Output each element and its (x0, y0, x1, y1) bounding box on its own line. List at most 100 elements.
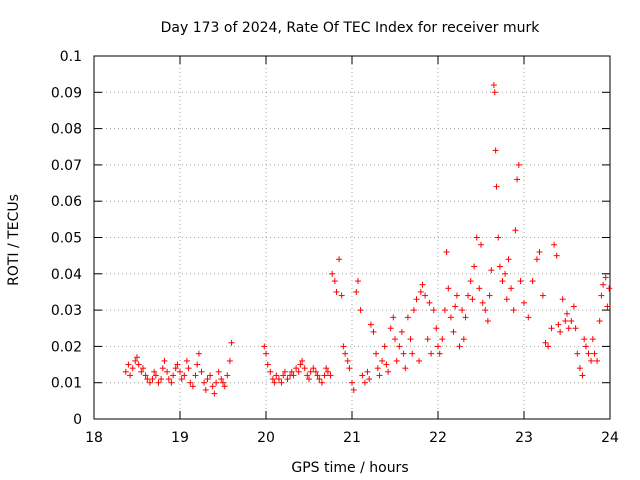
data-point (195, 350, 202, 357)
data-point (307, 368, 314, 375)
data-point (478, 241, 484, 248)
data-point (514, 176, 521, 183)
data-point (582, 343, 589, 350)
data-point (155, 379, 162, 386)
data-point (293, 365, 300, 372)
data-point (336, 256, 343, 263)
data-point (570, 303, 577, 310)
data-point (189, 383, 196, 390)
data-point (553, 252, 560, 259)
data-point (387, 325, 394, 332)
data-point (211, 390, 218, 397)
x-axis-label: GPS time / hours (291, 460, 408, 476)
data-point (192, 372, 199, 379)
data-point (364, 368, 371, 375)
axis-ticks (93, 55, 611, 420)
grid-lines (94, 56, 610, 419)
data-point (529, 278, 536, 285)
data-point (436, 350, 443, 357)
x-tick-label: 22 (429, 430, 447, 446)
data-point (263, 350, 269, 357)
x-tick-label: 23 (515, 430, 533, 446)
data-point (125, 361, 132, 368)
y-tick-label: 0.06 (51, 194, 82, 210)
data-point (353, 288, 360, 295)
data-point (594, 357, 601, 364)
data-point (140, 365, 147, 372)
data-point (452, 303, 459, 310)
data-point (295, 368, 302, 375)
data-point (329, 270, 336, 277)
data-point (161, 357, 168, 364)
data-point (402, 365, 409, 372)
data-point (424, 336, 431, 343)
data-point (471, 263, 478, 270)
data-point (144, 376, 151, 383)
data-point (357, 307, 364, 314)
data-point (183, 357, 190, 364)
data-point (443, 249, 450, 256)
data-point (417, 288, 424, 295)
data-point (600, 281, 607, 288)
data-point (596, 317, 603, 324)
data-point (331, 278, 338, 285)
data-point (591, 350, 598, 357)
data-point (604, 303, 611, 310)
data-point (327, 372, 334, 379)
y-tick-label: 0.07 (51, 158, 82, 174)
data-point (312, 368, 319, 375)
data-point (374, 365, 381, 372)
data-point (517, 278, 524, 285)
data-point (361, 379, 368, 386)
data-point (469, 296, 476, 303)
data-point (201, 379, 208, 386)
data-point (462, 314, 469, 321)
data-point (198, 368, 205, 375)
x-tick-label: 21 (343, 430, 361, 446)
data-point (275, 376, 282, 383)
data-point (271, 379, 278, 386)
data-point (383, 361, 390, 368)
data-point (278, 379, 285, 386)
data-point (376, 372, 383, 379)
data-point (261, 343, 268, 350)
data-point (228, 339, 235, 346)
data-point (340, 343, 347, 350)
y-tick-label: 0.01 (51, 376, 82, 392)
data-point (551, 241, 558, 248)
data-point (581, 336, 588, 343)
data-point (202, 386, 209, 393)
data-point (304, 372, 311, 379)
data-point (491, 89, 498, 96)
data-point (159, 365, 166, 372)
data-point (548, 325, 555, 332)
data-point (381, 343, 388, 350)
data-point (557, 328, 564, 335)
data-point (533, 256, 540, 263)
data-point (407, 336, 414, 343)
data-point (428, 350, 435, 357)
data-point (323, 365, 330, 372)
data-point (342, 350, 349, 357)
data-point (134, 354, 140, 361)
x-tick-label: 20 (257, 430, 275, 446)
data-point (539, 292, 546, 299)
data-point (218, 376, 225, 383)
data-point (515, 161, 522, 168)
y-tick-label: 0.1 (60, 49, 82, 65)
data-point (366, 376, 373, 383)
data-point (439, 336, 446, 343)
data-point (588, 357, 595, 364)
data-point (370, 328, 377, 335)
data-point (281, 368, 288, 375)
data-point (129, 365, 136, 372)
data-point (165, 376, 172, 383)
data-point (416, 357, 423, 364)
data-point (314, 372, 321, 379)
data-point (185, 365, 192, 372)
data-point (476, 285, 483, 292)
data-point (359, 372, 366, 379)
data-point (576, 365, 583, 372)
data-point (373, 350, 380, 357)
data-point (450, 328, 457, 335)
